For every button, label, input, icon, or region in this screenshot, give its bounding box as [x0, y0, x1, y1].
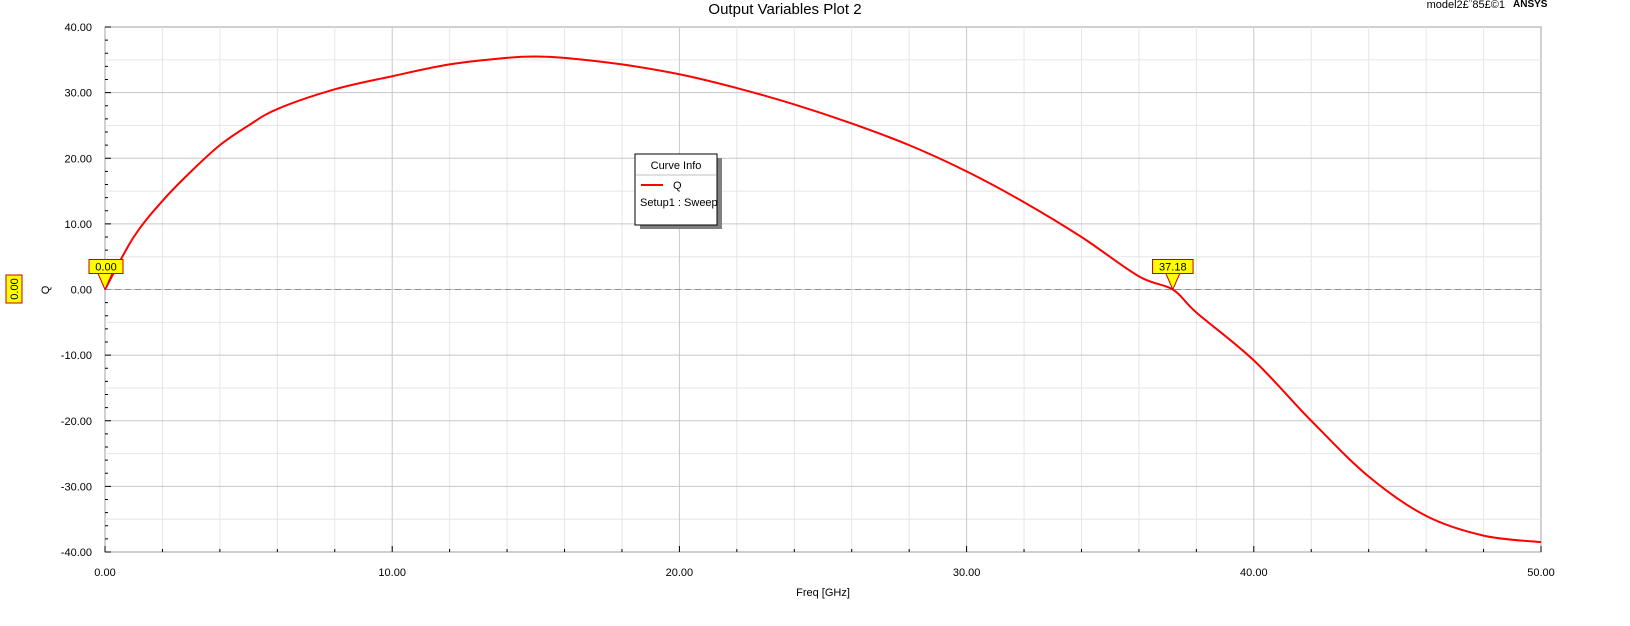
- x-tick-label: 30.00: [953, 567, 981, 579]
- x-tick-label: 40.00: [1240, 567, 1268, 579]
- y-cursor-tag-label: 0.00: [9, 278, 21, 299]
- x-tick-label: 10.00: [378, 567, 406, 579]
- y-tick-label: 20.00: [64, 153, 92, 165]
- design-name: model2£¨85£©1: [1427, 0, 1505, 11]
- axis-ticks: [104, 26, 1542, 553]
- y-tick-label: -10.00: [61, 350, 92, 362]
- ansys-logo: ANSYS: [1513, 0, 1548, 10]
- y-tick-label: 30.00: [64, 88, 92, 100]
- legend-trace-name: Q: [673, 180, 682, 192]
- y-axis-label: Q: [40, 285, 52, 294]
- y-tick-label: 10.00: [64, 219, 92, 231]
- marker-pointer[interactable]: [97, 273, 113, 291]
- legend-trace-source: Setup1 : Sweep: [640, 197, 718, 209]
- marker-pointer[interactable]: [1165, 273, 1181, 291]
- y-tick-labels: 40.00 30.00 20.00 10.00 0.00 -10.00 -20.00 -30.…: [61, 22, 92, 559]
- legend-box: [634, 153, 718, 226]
- y-tick-label: 0.00: [71, 285, 92, 297]
- plot-title: Output Variables Plot 2: [708, 1, 861, 18]
- y-cursor-tag[interactable]: 0.00: [5, 274, 23, 304]
- y-tick-label: -40.00: [61, 547, 92, 559]
- x-tick-label: 20.00: [666, 567, 694, 579]
- marker-label: 0.00: [95, 262, 116, 274]
- x-tick-label: 50.00: [1527, 567, 1555, 579]
- y-tick-label: -30.00: [61, 481, 92, 493]
- curve-info-legend[interactable]: Curve Info Q Setup1 : Sweep: [634, 153, 722, 229]
- x-axis-label: Freq [GHz]: [796, 587, 850, 599]
- curve-group: [104, 55, 1542, 544]
- x-tick-label: 0.00: [94, 567, 115, 579]
- legend-title: Curve Info: [651, 160, 702, 172]
- markers[interactable]: 0.00 37.18: [88, 259, 1194, 291]
- x-tick-labels: 0.00 10.00 20.00 30.00 40.00 50.00: [94, 567, 1554, 579]
- grid-major: [105, 27, 1541, 552]
- y-tick-label: 40.00: [64, 22, 92, 34]
- marker-label: 37.18: [1159, 262, 1187, 274]
- y-cursor-tag-box: [5, 274, 23, 304]
- y-tick-label: -20.00: [61, 416, 92, 428]
- series-line-Q: [104, 55, 1542, 544]
